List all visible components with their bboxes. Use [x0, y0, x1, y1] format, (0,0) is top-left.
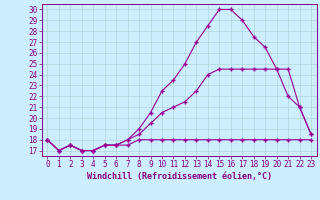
- X-axis label: Windchill (Refroidissement éolien,°C): Windchill (Refroidissement éolien,°C): [87, 172, 272, 181]
